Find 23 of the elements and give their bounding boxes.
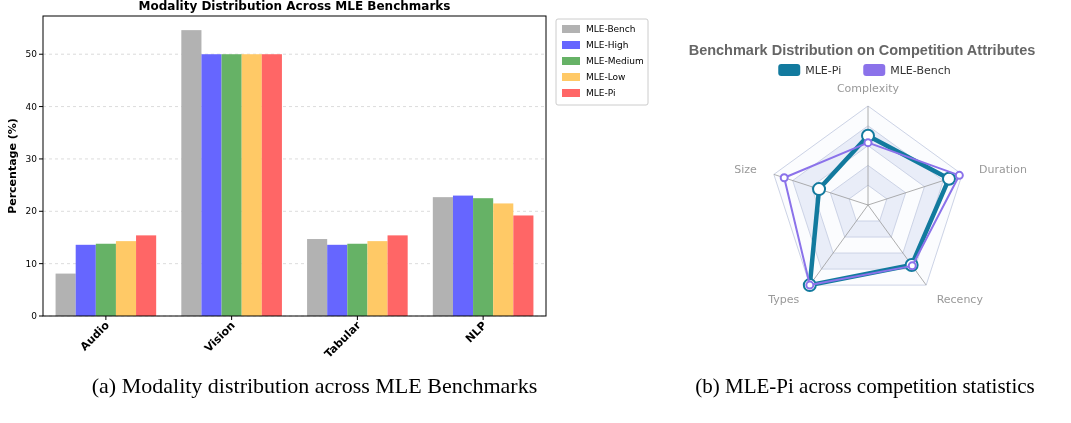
text: (b) MLE-Pi across competition statistics: [695, 374, 1035, 398]
spoke-label: Recency: [936, 293, 984, 307]
text: (a) Modality distribution across MLE Benchmarks: [91, 373, 538, 398]
legend-label: MLE-Pi: [586, 88, 616, 99]
legend-label: MLE-Low: [586, 72, 626, 83]
legend-label: MLE-Bench: [890, 63, 951, 77]
legend-label: MLE-Medium: [586, 56, 644, 67]
y-axis-title: Percentage (%): [6, 118, 19, 214]
chart-title: Benchmark Distribution on Competition Attributes: [688, 42, 1036, 58]
y-tick-label: 30: [25, 154, 38, 165]
y-tick-label: 0: [31, 311, 38, 322]
legend-label: MLE-Bench: [586, 24, 636, 35]
spoke-label: Complexity: [836, 82, 900, 96]
legend-label: MLE-High: [586, 40, 629, 51]
spoke-label: Types: [767, 293, 800, 307]
spoke-label: Size: [734, 162, 758, 176]
chart-title: Modality Distribution Across MLE Benchmarks: [138, 0, 451, 13]
legend-label: MLE-Pi: [805, 63, 842, 77]
y-tick-label: 20: [25, 206, 38, 217]
spoke-label: Duration: [979, 162, 1027, 176]
y-tick-label: 40: [25, 101, 38, 112]
y-tick-label: 10: [25, 258, 38, 269]
y-tick-label: 50: [25, 49, 38, 60]
